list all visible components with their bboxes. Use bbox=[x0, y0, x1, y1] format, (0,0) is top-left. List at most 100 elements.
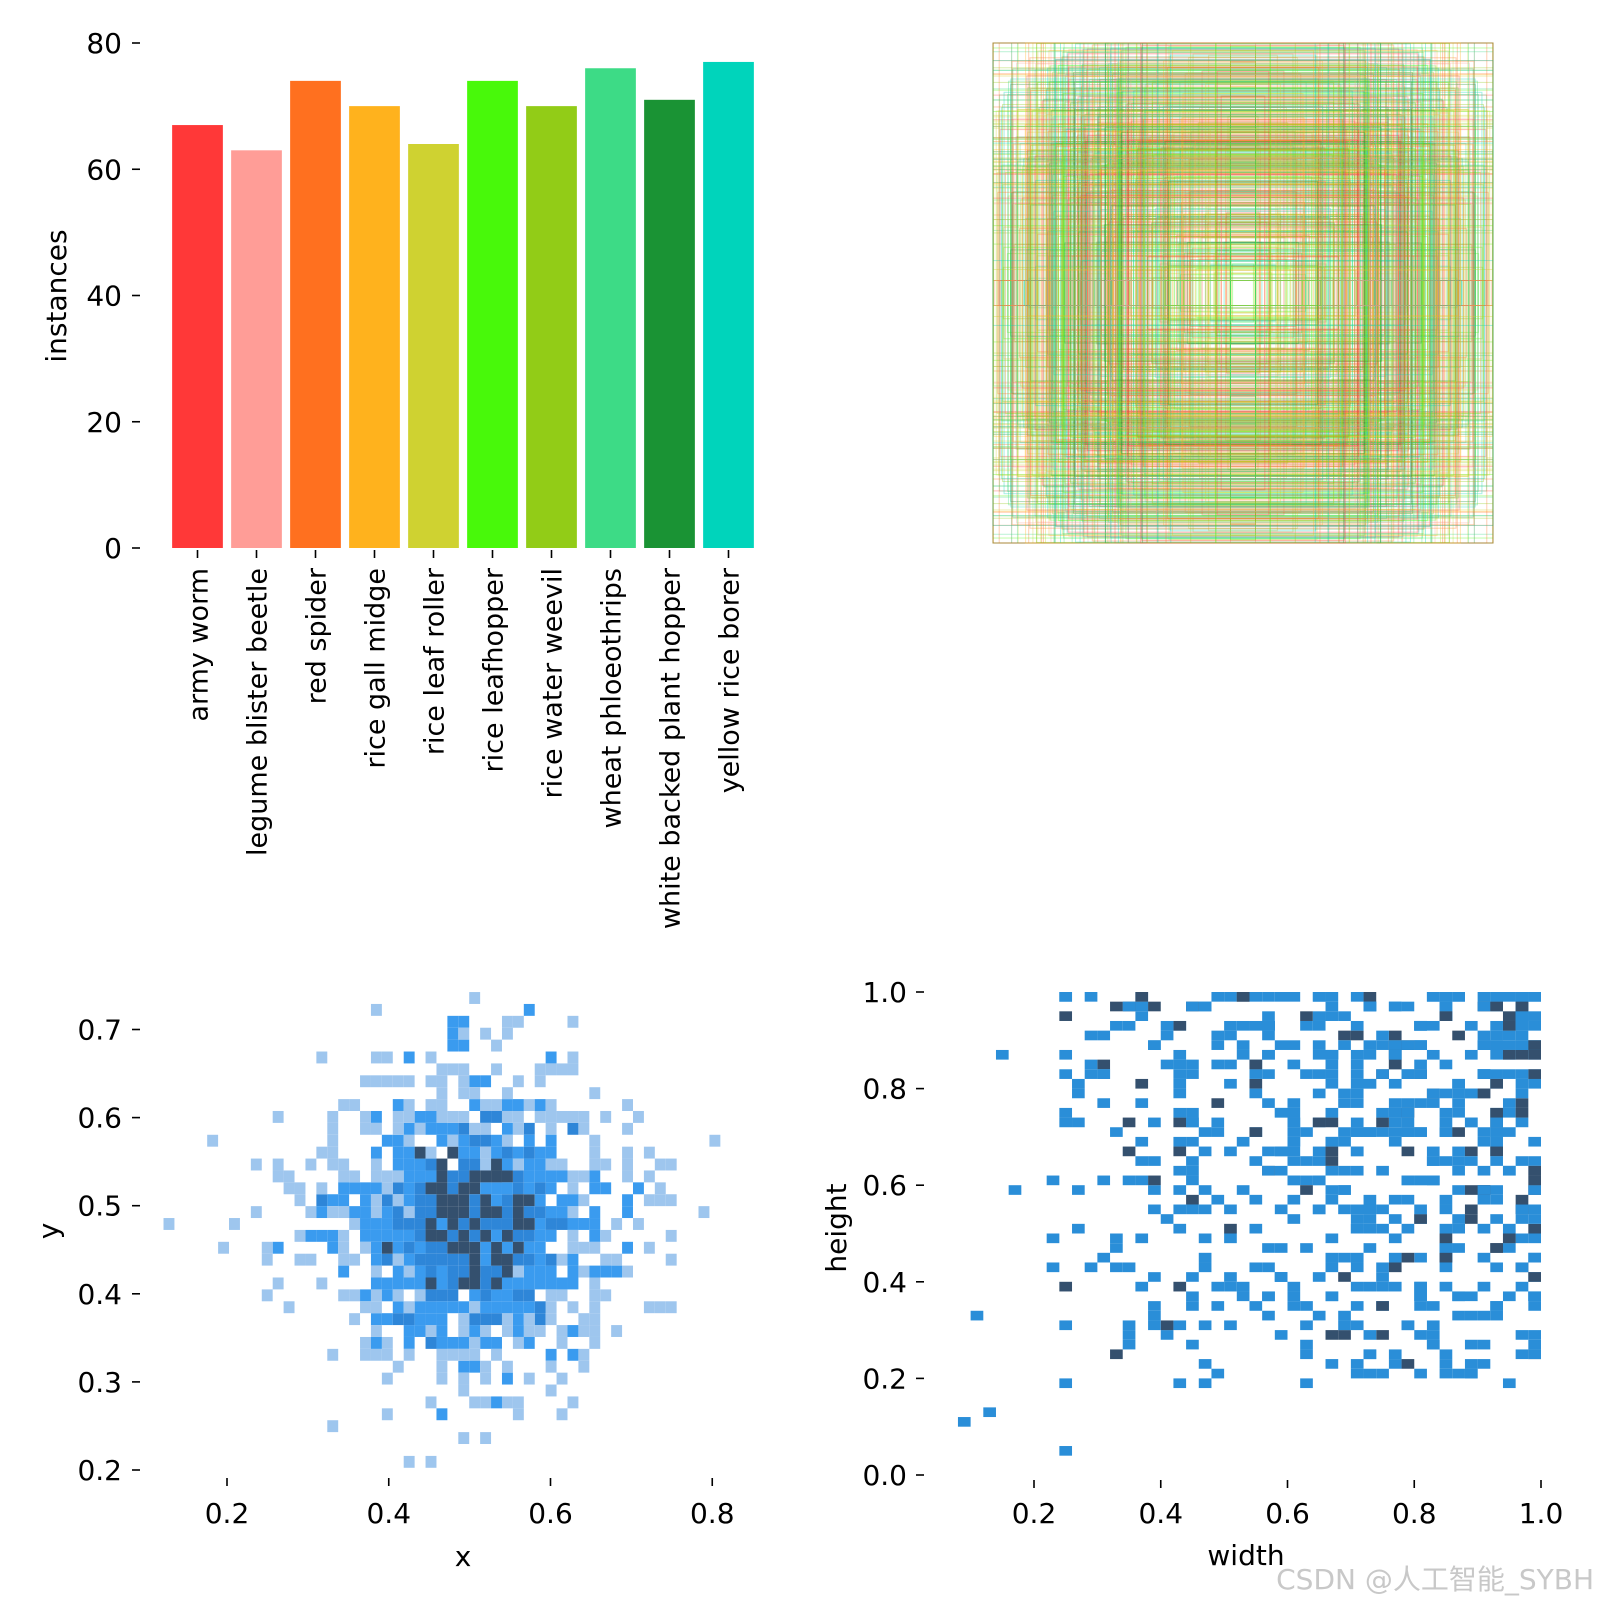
xy-heatmap-cell bbox=[469, 1170, 481, 1183]
wh-heatmap-cell bbox=[1262, 1310, 1275, 1321]
wh-heatmap-cell bbox=[1452, 1078, 1465, 1089]
annotation-box bbox=[1165, 42, 1321, 544]
wh-heatmap-cell bbox=[1452, 1243, 1465, 1253]
annotation-box bbox=[1086, 48, 1400, 538]
annotation-box bbox=[1208, 246, 1278, 340]
annotation-box bbox=[1139, 141, 1347, 445]
xy-heatmap-cell bbox=[349, 1289, 361, 1302]
annotation-box bbox=[1230, 88, 1256, 498]
annotation-box bbox=[992, 67, 1494, 519]
xy-heatmap-cell bbox=[556, 1325, 568, 1337]
wh-heatmap-cell bbox=[1224, 1233, 1237, 1244]
xy-heatmap-cell bbox=[501, 1265, 513, 1278]
wh-y-tick-label: 0.4 bbox=[862, 1266, 907, 1299]
xy-heatmap-cell bbox=[501, 1194, 513, 1207]
annotation-box bbox=[1087, 234, 1399, 352]
annotation-box bbox=[1112, 110, 1374, 476]
bar-y-tick-label: 0 bbox=[104, 532, 122, 565]
xy-heatmap-cell bbox=[447, 1015, 459, 1028]
wh-heatmap-cell bbox=[1198, 1233, 1212, 1244]
wh-heatmap-cell bbox=[1198, 1378, 1212, 1389]
wh-heatmap-cell bbox=[1338, 1098, 1351, 1108]
annotation-box bbox=[1216, 70, 1270, 516]
xy-heatmap-cell bbox=[480, 1241, 492, 1254]
xy-heatmap-cell bbox=[436, 1325, 448, 1337]
annotation-box bbox=[1048, 186, 1438, 400]
annotation-box bbox=[1086, 68, 1400, 518]
annotation-box bbox=[992, 197, 1494, 389]
annotation-box bbox=[1034, 169, 1452, 417]
wh-heatmap-cell bbox=[1376, 1223, 1389, 1234]
xy-heatmap-cell bbox=[381, 1408, 393, 1421]
annotation-box bbox=[1207, 280, 1279, 306]
annotation-box bbox=[1063, 155, 1423, 431]
annotation-box bbox=[1035, 265, 1451, 321]
xy-heatmap-cell bbox=[425, 1396, 437, 1409]
xy-heatmap-cell bbox=[480, 1277, 492, 1290]
xy-heatmap-cell bbox=[436, 1253, 448, 1266]
wh-heatmap-cell bbox=[1224, 1320, 1237, 1331]
xy-heatmap-cell bbox=[501, 1360, 513, 1373]
wh-heatmap-cell bbox=[1414, 1020, 1427, 1031]
xy-heatmap-cell bbox=[436, 1289, 448, 1302]
wh-heatmap-cell bbox=[1312, 1272, 1326, 1282]
xy-heatmap-cell bbox=[250, 1158, 262, 1171]
annotation-box bbox=[1097, 116, 1389, 470]
wh-heatmap-cell bbox=[1338, 1088, 1351, 1099]
xy-heatmap-cell bbox=[414, 1122, 426, 1135]
annotation-box bbox=[1158, 104, 1328, 482]
xy-heatmap-cell bbox=[305, 1158, 317, 1171]
wh-heatmap-cell bbox=[970, 1310, 984, 1321]
annotation-box bbox=[1110, 189, 1376, 397]
xy-heatmap-cell bbox=[436, 1170, 448, 1183]
xy-heatmap-cell bbox=[458, 1301, 470, 1314]
annotation-box bbox=[992, 42, 1494, 544]
xy-heatmap-cell bbox=[261, 1289, 273, 1302]
annotation-box bbox=[999, 129, 1487, 457]
xy-heatmap-cell bbox=[491, 1265, 502, 1278]
wh-heatmap-cell bbox=[1249, 1020, 1263, 1031]
wh-heatmap-cell bbox=[1376, 1127, 1389, 1137]
xy-heatmap-cell bbox=[491, 1063, 502, 1076]
xy-heatmap-cell bbox=[523, 1301, 535, 1314]
annotation-box bbox=[1113, 229, 1373, 357]
annotation-box bbox=[1126, 128, 1360, 458]
xy-heatmap-cell bbox=[643, 1170, 655, 1183]
xy-heatmap-cell bbox=[425, 1170, 437, 1183]
xy-heatmap-cell bbox=[501, 1325, 513, 1337]
annotation-box bbox=[1144, 87, 1342, 499]
xy-heatmap-cell bbox=[534, 1170, 546, 1183]
annotation-box bbox=[1107, 69, 1379, 517]
wh-heatmap-cell bbox=[1160, 1059, 1174, 1070]
annotation-box bbox=[1016, 42, 1470, 544]
annotation-box bbox=[1050, 143, 1436, 443]
wh-heatmap-cell bbox=[1350, 1059, 1364, 1070]
annotation-box bbox=[1027, 87, 1459, 499]
wh-heatmap-cell bbox=[1110, 1243, 1123, 1253]
wh-heatmap-cell bbox=[1502, 1011, 1516, 1021]
annotation-box bbox=[1140, 47, 1346, 539]
xy-heatmap-cell bbox=[545, 1218, 557, 1230]
wh-heatmap-cell bbox=[1439, 1223, 1453, 1234]
wh-heatmap-cell bbox=[1287, 1214, 1301, 1224]
wh-heatmap-cell bbox=[1388, 1030, 1402, 1041]
annotation-box bbox=[992, 89, 1494, 497]
annotation-box bbox=[1169, 156, 1317, 430]
xy-heatmap-cell bbox=[436, 1099, 448, 1111]
annotation-box bbox=[1067, 53, 1419, 533]
annotation-box bbox=[992, 60, 1494, 526]
wh-heatmap-cell bbox=[1502, 1165, 1516, 1176]
annotation-box bbox=[1007, 94, 1479, 492]
annotation-box bbox=[1076, 134, 1410, 452]
xy-y-axis-label: y bbox=[32, 1223, 65, 1240]
annotation-box bbox=[1164, 202, 1322, 384]
annotation-box bbox=[992, 169, 1494, 417]
annotation-box bbox=[1186, 224, 1300, 362]
xy-heatmap-cell bbox=[491, 1218, 502, 1230]
xy-heatmap-cell bbox=[381, 1206, 393, 1219]
annotation-box bbox=[1074, 108, 1412, 478]
xy-heatmap-cell bbox=[545, 1313, 557, 1326]
annotation-box bbox=[1128, 153, 1358, 433]
annotation-box bbox=[1230, 144, 1256, 442]
xy-heatmap-cell bbox=[501, 1289, 513, 1302]
